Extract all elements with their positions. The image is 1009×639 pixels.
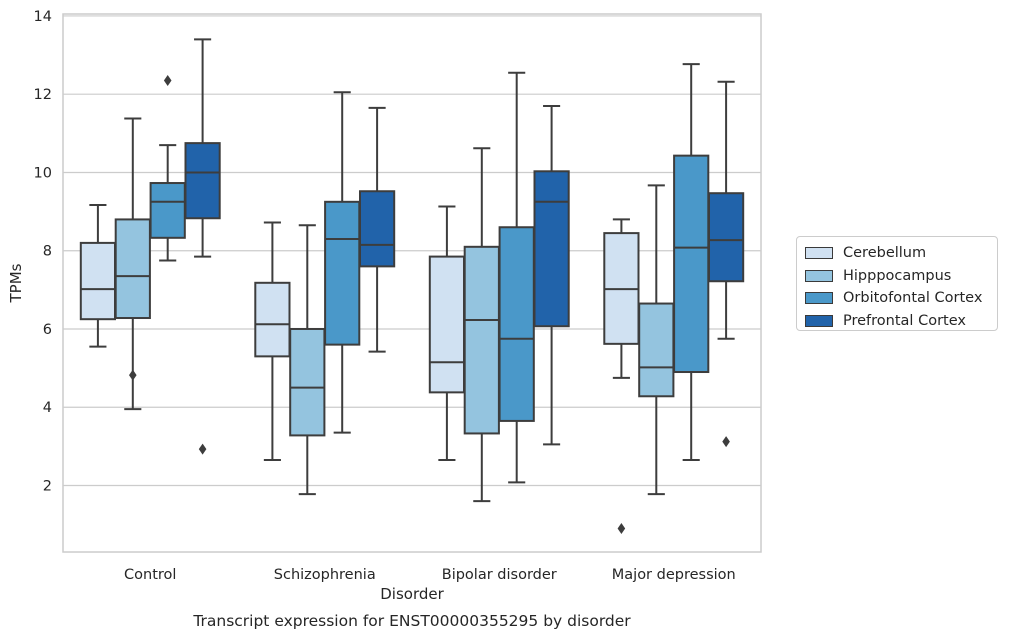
box-2-3 [533,104,570,446]
outlier-marker [129,369,137,381]
chart-caption: Transcript expression for ENST0000035529… [192,612,631,630]
legend-item-0: Cerebellum [805,242,997,265]
legend-swatch [805,314,833,327]
y-tick-label-6: 6 [43,322,52,338]
legend-item-2: Orbitofontal Cortex [805,287,997,310]
legend-swatch [805,247,833,260]
x-tick-label-1: Schizophrenia [274,567,376,583]
box-1-0 [254,221,291,462]
box-0-2 [149,75,186,262]
boxes-layer [79,38,745,535]
y-tick-labels: 2 4 6 8 10 12 14 [34,9,52,495]
legend-item-3: Prefrontal Cortex [805,310,997,333]
box-body [428,255,466,394]
legend-label: Hipppocampus [843,267,952,284]
legend-item-1: Hipppocampus [805,265,997,288]
box-2-0 [428,205,466,462]
box-body [114,218,151,320]
plot-area [62,13,762,553]
box-1-3 [358,106,396,353]
x-tick-label-0: Control [124,567,176,583]
box-body [149,182,186,239]
legend-label: Prefrontal Cortex [843,312,966,329]
box-body [254,281,291,358]
y-tick-label-2: 2 [43,478,52,494]
y-tick-label-14: 14 [34,9,52,25]
box-0-1 [114,117,151,411]
legend-swatch [805,269,833,282]
legend-label: Cerebellum [843,245,927,262]
box-1-2 [324,91,361,434]
x-tick-label-3: Major depression [612,567,736,583]
box-body [533,170,570,328]
box-3-2 [673,63,710,462]
x-axis-label: Disorder [380,585,444,603]
box-body [79,241,117,321]
box-body [324,200,361,346]
outlier-marker [198,443,207,455]
box-body [358,190,396,268]
box-body [289,327,326,437]
outlier-marker [163,75,172,87]
outlier-marker [617,523,626,535]
legend: Cerebellum Hipppocampus Orbitofontal Corte… [796,236,998,331]
box-body [673,154,710,374]
y-tick-label-12: 12 [34,87,52,103]
gridlines [63,15,761,487]
box-0-3 [184,38,221,455]
y-tick-label-8: 8 [43,244,52,260]
box-2-1 [463,147,500,503]
box-body [463,245,500,435]
box-body [638,302,675,398]
outlier-marker [722,436,730,448]
x-tick-label-2: Bipolar disorder [442,567,557,583]
box-body [707,192,745,283]
box-2-2 [498,71,535,484]
box-body [498,226,535,422]
box-0-0 [79,203,117,348]
y-axis-label: TPMs [7,263,25,303]
box-3-3 [707,80,745,448]
box-3-0 [603,218,640,535]
legend-label: Orbitofontal Cortex [843,290,983,307]
y-tick-label-4: 4 [43,400,52,416]
x-tick-labels: Control Schizophrenia Bipolar disorder Majo… [124,567,736,583]
y-tick-label-10: 10 [34,165,52,181]
box-1-1 [289,224,326,496]
legend-swatch [805,292,833,305]
box-body [184,142,221,220]
